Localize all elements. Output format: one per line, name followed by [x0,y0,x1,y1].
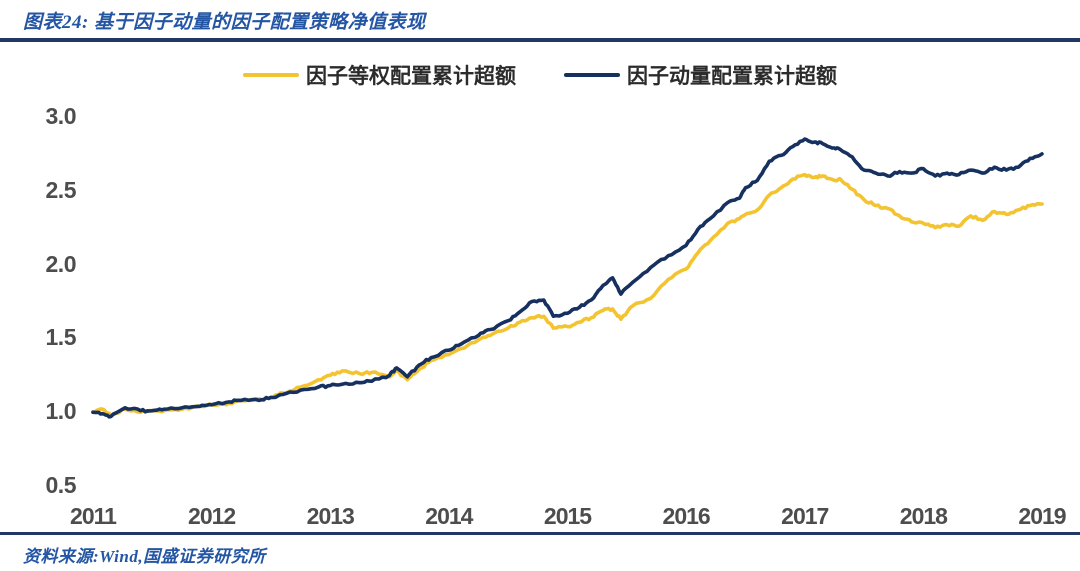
x-axis-tick: 2017 [781,503,829,529]
source-note: 资料来源:Wind,国盛证券研究所 [23,547,266,566]
x-axis-tick: 2011 [70,503,117,529]
y-axis-tick: 2.5 [45,176,77,203]
chart-title: 图表24: 基于因子动量的因子配置策略净值表现 [23,12,426,33]
legend-line-swatch [243,73,299,77]
chart-legend: 因子等权配置累计超额 因子动量配置累计超额 [0,60,1080,90]
title-divider [0,38,1080,42]
y-axis-tick: 3.0 [45,103,77,129]
legend-item-0: 因子等权配置累计超额 [243,60,516,90]
x-axis-tick: 2019 [1018,503,1066,529]
x-axis-tick: 2015 [543,503,592,529]
y-axis-tick: 1.0 [45,398,77,425]
x-axis-tick: 2016 [662,503,711,529]
legend-label: 因子动量配置累计超额 [627,64,837,88]
y-axis-tick: 0.5 [45,472,77,498]
y-axis-tick: 1.5 [45,324,77,351]
y-axis-tick: 2.0 [45,250,77,277]
x-axis-tick: 2013 [306,503,355,529]
x-axis-tick: 2014 [425,503,473,529]
x-axis-tick: 2018 [899,503,948,529]
legend-item-1: 因子动量配置累计超额 [564,60,837,90]
series-line-1 [91,137,1044,419]
legend-label: 因子等权配置累计超额 [306,64,516,88]
series-line-0 [91,172,1044,418]
legend-line-swatch [564,73,620,77]
x-axis-tick: 2012 [188,503,236,529]
source-divider [0,532,1080,535]
